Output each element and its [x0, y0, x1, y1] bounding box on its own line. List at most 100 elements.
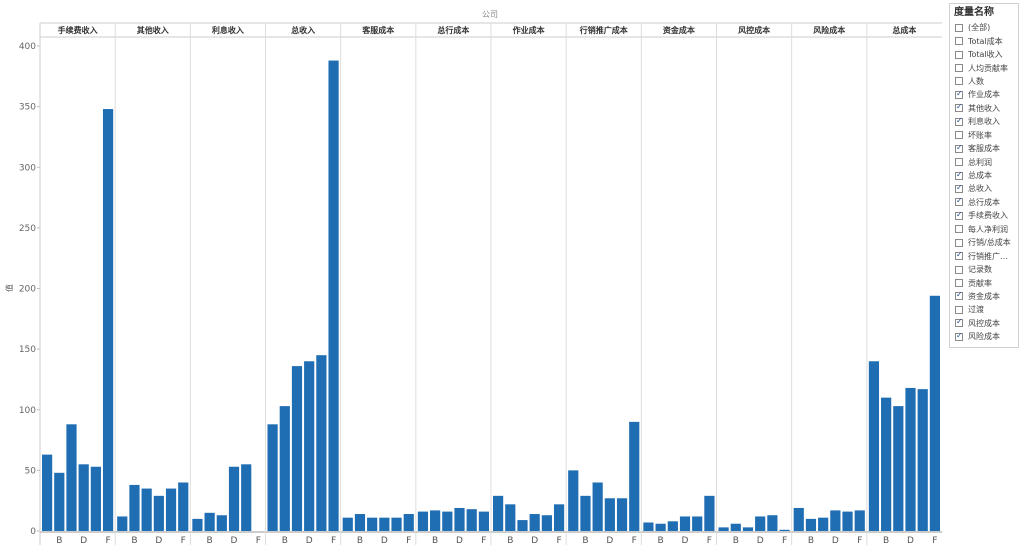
- checkbox-unchecked[interactable]: [955, 37, 963, 46]
- y-tick-label: 200: [19, 285, 36, 295]
- bar: [742, 527, 754, 531]
- bar: [153, 495, 164, 531]
- legend-item[interactable]: 过渡: [950, 303, 1018, 316]
- bar: [42, 454, 53, 531]
- legend-item[interactable]: 行销/总成本: [950, 236, 1018, 249]
- checkbox-checked[interactable]: [955, 183, 963, 193]
- checkbox-checked[interactable]: [955, 250, 963, 261]
- legend-item[interactable]: Total成本: [950, 34, 1018, 47]
- legend-item[interactable]: 资金成本: [950, 290, 1018, 303]
- checkbox-checked[interactable]: [955, 290, 963, 301]
- legend-item[interactable]: 手续费收入: [950, 209, 1018, 222]
- x-tick-label: D: [606, 536, 613, 546]
- bar: [905, 387, 916, 531]
- y-tick-label: 50: [25, 466, 37, 476]
- x-tick-label: F: [707, 536, 712, 546]
- bar: [403, 514, 414, 531]
- legend-item[interactable]: 人数: [950, 75, 1018, 88]
- bar: [679, 516, 691, 531]
- legend-item-label: 总成本: [968, 171, 992, 181]
- legend-item-label: 行销/总成本: [968, 238, 1011, 248]
- bar: [616, 498, 628, 531]
- legend-item[interactable]: 记录数: [950, 263, 1018, 276]
- panel-header: 作业成本: [513, 25, 545, 35]
- x-tick-label: D: [832, 536, 839, 546]
- checkbox-checked[interactable]: [955, 196, 963, 207]
- checkbox-unchecked[interactable]: [955, 238, 963, 247]
- panel: 手续费收入 B D F: [42, 25, 114, 546]
- legend-item[interactable]: 贡献率: [950, 276, 1018, 289]
- x-tick-label: B: [883, 536, 889, 546]
- x-tick-label: D: [682, 536, 689, 546]
- legend-item[interactable]: (全部): [950, 21, 1018, 34]
- legend-item[interactable]: 风险成本: [950, 330, 1018, 343]
- checkbox-checked[interactable]: [955, 317, 963, 328]
- legend-item[interactable]: 总利润: [950, 155, 1018, 168]
- bar: [342, 517, 353, 531]
- checkbox-checked[interactable]: [955, 210, 963, 220]
- legend-item[interactable]: 人均贡献率: [950, 61, 1018, 74]
- legend-item[interactable]: 客服成本: [950, 142, 1018, 155]
- legend-item-label: 过渡: [968, 305, 984, 315]
- legend-item-label: 人数: [968, 76, 984, 86]
- legend-items: (全部) Total成本 Total收入人均贡献率人数作业成本其他收入利息收入坏账率…: [950, 21, 1018, 344]
- checkbox-unchecked[interactable]: [955, 64, 963, 73]
- bar: [66, 424, 77, 531]
- checkbox-unchecked[interactable]: [955, 23, 963, 32]
- bar: [805, 518, 817, 531]
- bar: [454, 507, 465, 531]
- bar: [604, 498, 615, 531]
- legend-item-label: 总利润: [968, 157, 992, 167]
- checkbox-checked[interactable]: [955, 170, 963, 180]
- bar: [730, 523, 741, 531]
- bar: [830, 510, 841, 531]
- y-tick-label: 100: [19, 406, 36, 416]
- checkbox-checked[interactable]: [955, 143, 963, 153]
- panel-header: 资金成本: [663, 25, 695, 35]
- checkbox-checked[interactable]: [955, 331, 963, 341]
- bar: [141, 488, 152, 531]
- bar: [316, 355, 327, 531]
- checkbox-unchecked[interactable]: [955, 158, 963, 167]
- legend-item[interactable]: 总行成本: [950, 196, 1018, 209]
- checkbox-checked[interactable]: [955, 116, 963, 126]
- legend-item[interactable]: Total收入: [950, 48, 1018, 61]
- x-tick-label: B: [658, 536, 664, 546]
- legend-item[interactable]: 作业成本: [950, 88, 1018, 101]
- legend-item-label: 手续费收入: [968, 211, 1008, 221]
- bar: [767, 515, 778, 531]
- bar: [667, 521, 678, 531]
- legend-item[interactable]: 行销推广…: [950, 249, 1018, 262]
- legend-item-label: 客服成本: [968, 144, 1000, 154]
- checkbox-checked[interactable]: [955, 89, 963, 99]
- y-tick-label: 300: [19, 163, 36, 173]
- bar: [929, 295, 940, 531]
- legend-item-label: 其他收入: [968, 103, 1000, 113]
- checkbox-unchecked[interactable]: [955, 305, 963, 314]
- legend-item-label: 利息收入: [968, 117, 1000, 127]
- checkbox-unchecked[interactable]: [955, 77, 963, 86]
- legend-item[interactable]: 总收入: [950, 182, 1018, 195]
- bar: [818, 517, 829, 531]
- checkbox-unchecked[interactable]: [955, 131, 963, 140]
- legend-item[interactable]: 风控成本: [950, 317, 1018, 330]
- panel: 风险成本 B D F: [791, 23, 865, 546]
- legend-item[interactable]: 总成本: [950, 169, 1018, 182]
- checkbox-unchecked[interactable]: [955, 279, 963, 288]
- panel: 作业成本 B D F: [490, 23, 565, 546]
- legend-item[interactable]: 利息收入: [950, 115, 1018, 128]
- checkbox-checked[interactable]: [955, 102, 963, 113]
- legend-item-label: Total收入: [968, 50, 1003, 60]
- x-tick-label: D: [757, 536, 764, 546]
- legend-item[interactable]: 坏账率: [950, 129, 1018, 142]
- checkbox-unchecked[interactable]: [955, 50, 963, 59]
- legend-item[interactable]: 每人净利润: [950, 223, 1018, 236]
- legend-item[interactable]: 其他收入: [950, 102, 1018, 115]
- checkbox-unchecked[interactable]: [955, 225, 963, 234]
- bar: [842, 511, 853, 531]
- checkbox-unchecked[interactable]: [955, 265, 963, 274]
- bar: [854, 510, 865, 531]
- panel: 总收入 B D F: [265, 23, 339, 546]
- legend-item-label: (全部): [968, 23, 991, 33]
